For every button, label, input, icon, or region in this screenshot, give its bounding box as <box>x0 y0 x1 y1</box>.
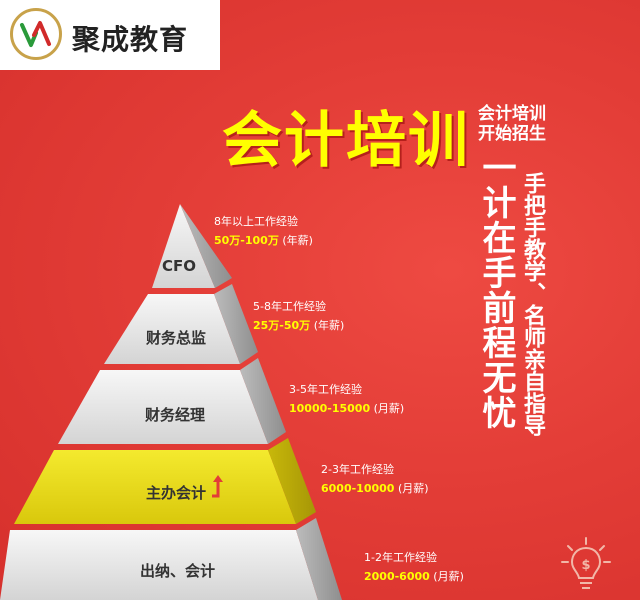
tier-chief-accountant <box>14 438 316 524</box>
info-cashier: 1-2年工作经验 2000-6000 (月薪) <box>364 548 464 586</box>
arrow-up-icon <box>212 475 223 498</box>
info-finance-director: 5-8年工作经验 25万-50万 (年薪) <box>253 297 344 335</box>
info-chief-accountant: 2-3年工作经验 6000-10000 (月薪) <box>321 460 429 498</box>
sub-line-2: 开始招生 <box>478 124 546 144</box>
slogan: 一计在手前程无忧 <box>476 150 516 430</box>
info-finance-manager: 3-5年工作经验 10000-15000 (月薪) <box>289 380 404 418</box>
experience-cashier: 1-2年工作经验 <box>364 551 437 564</box>
tier-cashier <box>0 518 342 600</box>
headline-title: 会计培训 <box>222 106 470 176</box>
tier-label-finance-director: 财务总监 <box>146 329 207 347</box>
lightbulb-dollar-icon: $ <box>561 537 611 589</box>
tier-label-cashier: 出纳、会计 <box>140 562 216 580</box>
salary-finance-director: 25万-50万 <box>253 319 311 332</box>
tier-cfo <box>152 204 232 288</box>
salary-unit-cashier: (月薪) <box>433 570 464 583</box>
tagline: 手把手教学、名师亲自指导 <box>520 172 545 436</box>
tier-label-finance-manager: 财务经理 <box>145 406 206 424</box>
salary-unit-finance-director: (年薪) <box>313 319 345 332</box>
svg-text:$: $ <box>581 558 590 573</box>
salary-chief-accountant: 6000-10000 <box>321 482 395 495</box>
salary-unit-finance-manager: (月薪) <box>373 402 405 415</box>
salary-cashier: 2000-6000 <box>364 570 430 583</box>
headline-sub: 会计培训 开始招生 <box>478 104 546 144</box>
tier-label-chief-accountant: 主办会计 <box>146 484 207 502</box>
tier-finance-manager <box>58 358 286 444</box>
experience-cfo: 8年以上工作经验 <box>214 215 298 228</box>
salary-unit-cfo: (年薪) <box>282 234 313 247</box>
brand-name: 聚成教育 <box>72 23 189 56</box>
tier-finance-director <box>104 284 258 364</box>
logo-icon <box>10 8 62 60</box>
experience-chief-accountant: 2-3年工作经验 <box>321 463 394 476</box>
salary-finance-manager: 10000-15000 <box>289 402 371 415</box>
salary-cfo: 50万-100万 <box>214 234 279 247</box>
logo-bar: 聚成教育 <box>0 0 220 70</box>
sub-line-1: 会计培训 <box>478 104 546 124</box>
tier-label-cfo: CFO <box>162 257 197 275</box>
experience-finance-manager: 3-5年工作经验 <box>289 383 362 396</box>
experience-finance-director: 5-8年工作经验 <box>253 300 326 313</box>
salary-unit-chief-accountant: (月薪) <box>397 482 429 495</box>
info-cfo: 8年以上工作经验 50万-100万 (年薪) <box>214 212 313 250</box>
